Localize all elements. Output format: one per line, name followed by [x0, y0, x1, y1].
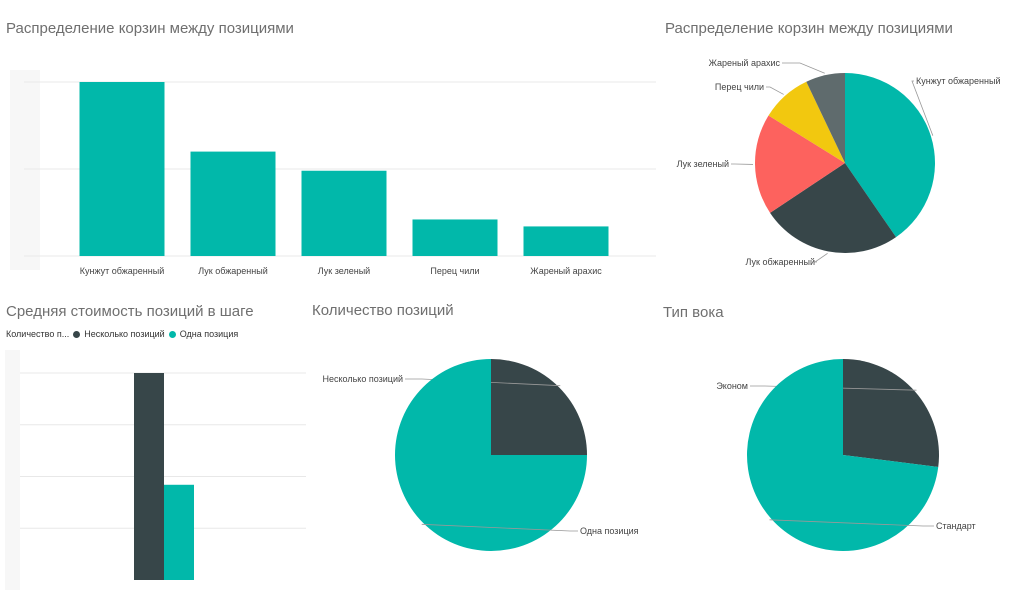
x-tick-label: Перец чили — [430, 266, 479, 276]
pie-slice-2 — [770, 163, 897, 254]
slice-label: Лук обжаренный — [746, 257, 815, 267]
slice-label: Одна позиция — [580, 526, 639, 536]
y-axis-blur-top — [10, 70, 40, 270]
pie-slice-2 — [747, 359, 939, 551]
bar-2 — [190, 151, 276, 256]
bar-2 — [164, 484, 194, 580]
bar-5 — [523, 226, 609, 256]
legend-dot-teal — [168, 330, 176, 338]
x-tick-label: Кунжут обжаренный — [80, 266, 165, 276]
x-tick-label: Лук обжаренный — [198, 266, 267, 276]
pie-slice-3 — [755, 115, 845, 213]
pie-chart-count: Несколько позиций Одна позиция — [323, 359, 639, 551]
slice-label: Кунжут обжаренный — [916, 76, 1001, 86]
pie-chart-panel-count: Количество позиций Несколько позиций Одна… — [310, 290, 660, 592]
pie-chart-panel-wok: Тип вока Эконом Стандарт — [660, 290, 1024, 592]
slice-label: Лук зеленый — [677, 159, 729, 169]
bar-1 — [134, 373, 164, 580]
pie-slice-2 — [395, 359, 587, 551]
y-axis-blur-bottom — [5, 350, 20, 590]
pie-slice-1 — [491, 359, 587, 455]
pie-slice-1 — [845, 73, 935, 238]
leader-line — [750, 385, 917, 391]
bar-3 — [301, 170, 387, 256]
leader-line — [769, 519, 934, 527]
pie-chart-panel-top: Распределение корзин между позициями Кун… — [660, 0, 1024, 290]
slice-label: Жареный арахис — [709, 58, 781, 68]
leader-line — [405, 378, 561, 387]
pie-slice-4 — [768, 81, 845, 163]
pie-slice-5 — [806, 73, 845, 163]
legend-title: Количество п... — [6, 329, 70, 339]
slice-label: Эконом — [716, 381, 748, 391]
x-tick-label: Лук зеленый — [318, 266, 370, 276]
bar-chart-title: Распределение корзин между позициями — [6, 20, 294, 37]
pie-slice-1 — [843, 359, 939, 468]
leader-line — [911, 80, 934, 136]
slice-label: Стандарт — [936, 521, 976, 531]
pie-chart-wok: Эконом Стандарт — [716, 359, 976, 551]
legend-dot-dark — [73, 330, 81, 338]
bar-chart-bottom — [20, 372, 306, 580]
slice-label: Перец чили — [715, 82, 764, 92]
bar-1 — [79, 82, 165, 256]
pie-chart-title: Распределение корзин между позициями — [665, 20, 953, 37]
avg-cost-legend: Количество п... Несколько позиций Одна п… — [6, 329, 238, 339]
leader-line — [766, 86, 784, 95]
leader-line — [782, 62, 825, 74]
avg-cost-title: Средняя стоимость позиций в шаге — [6, 303, 254, 320]
x-tick-label: Жареный арахис — [530, 266, 602, 276]
legend-label-teal: Одна позиция — [179, 329, 239, 339]
wok-type-title: Тип вока — [663, 304, 724, 321]
leader-line — [421, 523, 578, 532]
bar-4 — [412, 219, 498, 256]
slice-label: Несколько позиций — [323, 374, 403, 384]
legend-label-dark: Несколько позиций — [84, 329, 165, 339]
count-title: Количество позиций — [312, 302, 454, 319]
bar-chart-top: Кунжут обжаренный Лук обжаренный Лук зелен… — [24, 81, 656, 276]
bar-chart-panel-bottom: Средняя стоимость позиций в шаге Количес… — [0, 290, 310, 592]
leader-line — [813, 253, 828, 263]
bar-chart-panel-top: Распределение корзин между позициями Кун… — [0, 0, 660, 290]
pie-chart-top: Кунжут обжаренный Лук обжаренный Лук зелен… — [677, 58, 1001, 267]
